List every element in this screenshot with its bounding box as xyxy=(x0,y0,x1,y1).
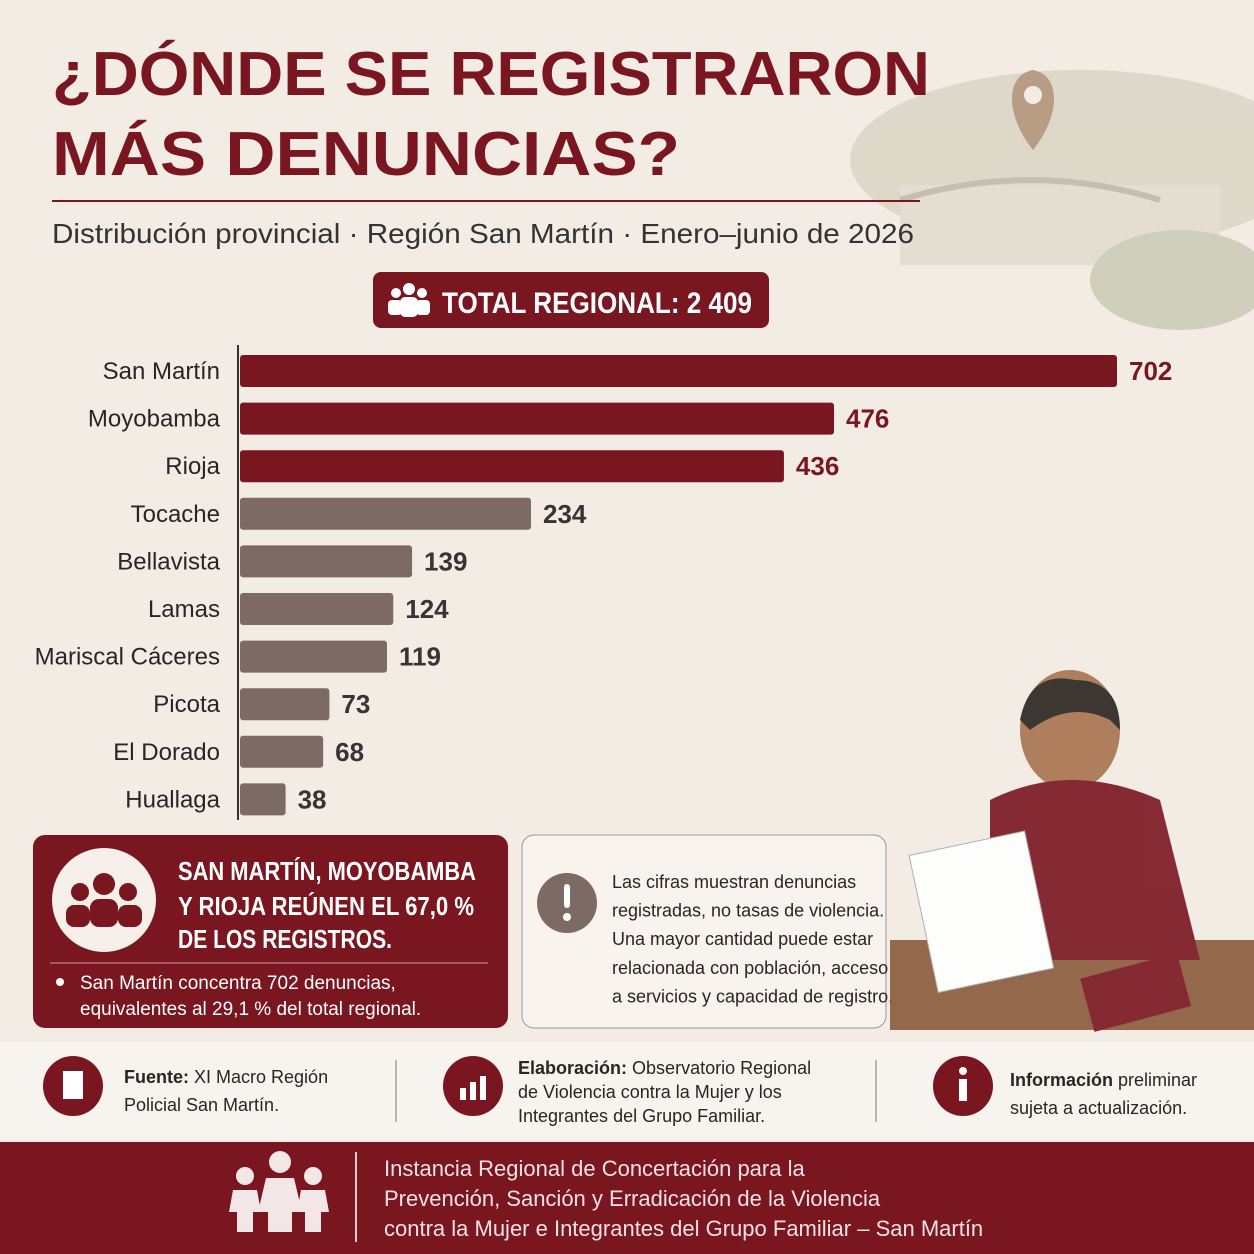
bar xyxy=(240,593,394,625)
bar xyxy=(240,450,784,483)
note-line: Una mayor cantidad puede estar xyxy=(612,929,873,949)
callout-bullet: San Martín concentra 702 denuncias, xyxy=(80,973,396,994)
value-label: 436 xyxy=(796,451,839,481)
value-label: 119 xyxy=(399,642,441,672)
source-text: Policial San Martín. xyxy=(124,1095,279,1115)
bar xyxy=(240,783,286,816)
elaboration-text: Integrantes del Grupo Familiar. xyxy=(518,1106,765,1126)
value-label: 73 xyxy=(341,689,370,719)
category-label: Mariscal Cáceres xyxy=(35,644,220,671)
source-label: Fuente: xyxy=(124,1067,189,1087)
category-label: Picota xyxy=(153,691,220,718)
note-icon-mark xyxy=(564,884,570,908)
note-box xyxy=(521,834,887,1029)
source-text: XI Macro Región xyxy=(194,1067,328,1087)
bar xyxy=(240,355,1117,387)
info-text: Información preliminar xyxy=(1010,1070,1197,1090)
note-line: registradas, no tasas de violencia. xyxy=(612,901,884,921)
landscape-illustration xyxy=(850,70,1254,330)
location-pin xyxy=(1012,70,1054,150)
bar xyxy=(240,545,413,578)
category-label: Lamas xyxy=(148,596,220,623)
footer-text: Instancia Regional de Concertación para … xyxy=(384,1156,805,1181)
elaboration-text: Elaboración: Observatorio Regional xyxy=(518,1058,811,1078)
category-label: Tocache xyxy=(131,501,220,528)
elaboration-text: Observatorio Regional xyxy=(632,1058,811,1078)
category-label: San Martín xyxy=(103,358,220,385)
info-label: Información xyxy=(1010,1070,1113,1090)
chart-glyph xyxy=(460,1076,486,1100)
bullet xyxy=(56,978,64,986)
footer-band xyxy=(0,1142,1254,1254)
title-line: ¿DÓNDE SE REGISTRARON xyxy=(52,40,930,109)
note-icon-dot xyxy=(563,913,571,921)
category-label: Moyobamba xyxy=(88,406,221,433)
bar xyxy=(240,640,388,673)
callout-text: DE LOS REGISTROS. xyxy=(178,924,392,954)
value-label: 38 xyxy=(298,784,327,814)
title-line: MÁS DENUNCIAS? xyxy=(52,120,680,189)
sources-strip xyxy=(0,1042,1254,1140)
bar xyxy=(240,688,330,721)
family-icon xyxy=(229,1151,329,1232)
category-label: El Dorado xyxy=(113,739,220,766)
info-text: preliminar xyxy=(1118,1070,1197,1090)
bar xyxy=(240,735,324,768)
category-label: Huallaga xyxy=(125,786,220,813)
note-line: a servicios y capacidad de registro. xyxy=(612,986,893,1006)
bar xyxy=(240,497,531,530)
callout-text: SAN MARTÍN, MOYOBAMBA xyxy=(178,856,476,886)
pin-hole xyxy=(1024,86,1042,104)
category-label: Bellavista xyxy=(117,548,220,575)
value-label: 234 xyxy=(543,499,587,529)
document-glyph xyxy=(63,1071,83,1099)
people-icon xyxy=(388,283,430,317)
note-line: Las cifras muestran denuncias xyxy=(612,872,856,892)
value-label: 68 xyxy=(335,737,364,767)
total-badge xyxy=(373,272,769,328)
total-badge-text: TOTAL REGIONAL: 2 409 xyxy=(442,287,752,320)
note-line: relacionada con población, acceso xyxy=(612,958,888,978)
footer-text: Prevención, Sanción y Erradicación de la… xyxy=(384,1186,881,1211)
info-glyph xyxy=(959,1079,967,1101)
callout-bullet: equivalentes al 29,1 % del total regiona… xyxy=(80,999,421,1020)
info-glyph-dot xyxy=(959,1067,967,1075)
elaboration-text: de Violencia contra la Mujer y los xyxy=(518,1082,782,1102)
info-text: sujeta a actualización. xyxy=(1010,1098,1187,1118)
value-label: 702 xyxy=(1129,356,1172,386)
person-illustration xyxy=(890,670,1254,1032)
callout-text: Y RIOJA REÚNEN EL 67,0 % xyxy=(178,891,474,921)
bar xyxy=(240,402,835,435)
note-text: Las cifras muestran denuncias registradas… xyxy=(612,872,893,1006)
category-label: Rioja xyxy=(165,453,220,480)
value-label: 124 xyxy=(405,594,449,624)
bar-chart: San Martín 702 Moyobamba 476 Rioja 436 Tocache… xyxy=(35,345,1172,820)
value-label: 476 xyxy=(846,404,889,434)
value-label: 139 xyxy=(424,546,467,576)
subtitle: Distribución provincial · Región San Mar… xyxy=(52,218,914,249)
elaboration-label: Elaboración: xyxy=(518,1058,627,1078)
source-text: Fuente: XI Macro Región xyxy=(124,1067,328,1087)
people-icon xyxy=(66,873,142,927)
footer-text: contra la Mujer e Integrantes del Grupo … xyxy=(384,1216,983,1241)
